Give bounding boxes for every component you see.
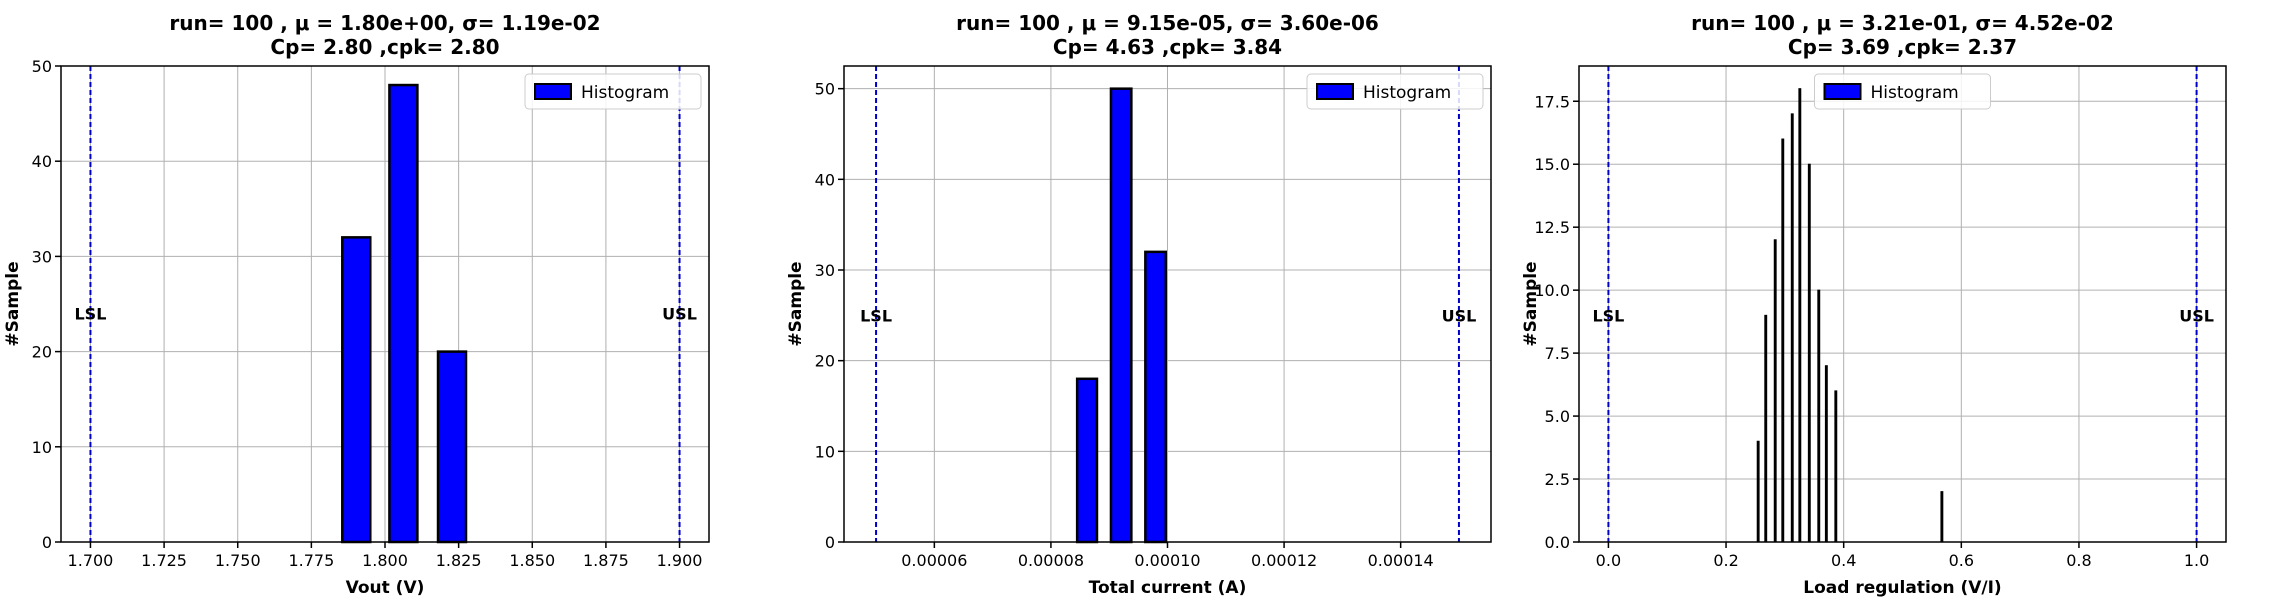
histogram-bar: [1144, 250, 1168, 544]
usl-label: USL: [662, 305, 697, 324]
legend-label: Histogram: [1363, 83, 1451, 103]
legend-box: [1814, 73, 1991, 110]
legend-label: Histogram: [1871, 83, 1959, 103]
y-tick-label: 0.0: [1545, 533, 1570, 552]
chart-title-line2: Cp= 3.69 ,cpk= 2.37: [1788, 35, 2017, 59]
chart-title-line1: run= 100 , μ = 3.21e-01, σ= 4.52e-02: [1691, 11, 2114, 35]
legend-label: Histogram: [581, 83, 669, 103]
legend: Histogram: [524, 73, 702, 110]
usl-label: USL: [1442, 306, 1477, 325]
histogram-bar: [1817, 289, 1821, 543]
x-tick-label: 0.4: [1831, 551, 1856, 570]
x-tick-label: 0.6: [1949, 551, 1974, 570]
histogram-bar: [341, 236, 372, 544]
y-tick-label: 10: [815, 442, 835, 461]
lsl-label: LSL: [74, 305, 106, 324]
legend-swatch: [1316, 83, 1354, 100]
legend-box: [1306, 73, 1484, 110]
x-tick-label: 1.850: [509, 551, 555, 570]
x-axis-label: Load regulation (V/I): [1803, 578, 2001, 598]
x-tick-label: 0.00012: [1251, 551, 1317, 570]
x-tick-label: 1.725: [141, 551, 187, 570]
y-tick-label: 40: [815, 170, 835, 189]
y-tick-label: 12.5: [1534, 218, 1570, 237]
chart-1: run= 100 , μ = 1.80e+00, σ= 1.19e-02Cp= …: [3, 11, 710, 598]
y-axis-label: #Sample: [3, 261, 23, 346]
chart-3: run= 100 , μ = 3.21e-01, σ= 4.52e-02Cp= …: [1521, 11, 2227, 598]
y-tick-label: 40: [32, 152, 52, 171]
histogram-bar: [1075, 377, 1099, 544]
x-tick-label: 0.00006: [901, 551, 967, 570]
chart-2: run= 100 , μ = 9.15e-05, σ= 3.60e-06Cp= …: [786, 11, 1492, 598]
x-tick-label: 0.0: [1596, 551, 1621, 570]
y-tick-label: 0: [42, 533, 52, 552]
histogram-bar: [1764, 314, 1768, 543]
y-tick-label: 20: [815, 352, 835, 371]
x-tick-label: 0.2: [1713, 551, 1738, 570]
x-tick-label: 1.825: [436, 551, 482, 570]
histogram-bar: [1790, 113, 1794, 543]
histogram-bar: [1807, 163, 1811, 543]
y-tick-label: 10.0: [1534, 281, 1570, 300]
y-tick-label: 50: [815, 80, 835, 99]
y-tick-label: 7.5: [1545, 344, 1570, 363]
x-axis-label: Total current (A): [1089, 578, 1247, 598]
histogram-bar: [1824, 365, 1828, 543]
y-tick-label: 15.0: [1534, 155, 1570, 174]
y-tick-label: 5.0: [1545, 407, 1570, 426]
histogram-bar: [1781, 138, 1785, 543]
x-axis-label: Vout (V): [346, 578, 425, 598]
histogram-bar: [1834, 390, 1838, 543]
legend: Histogram: [1814, 73, 1991, 110]
legend-swatch: [534, 83, 572, 100]
chart-title-line1: run= 100 , μ = 1.80e+00, σ= 1.19e-02: [169, 11, 600, 35]
chart-title-line1: run= 100 , μ = 9.15e-05, σ= 3.60e-06: [956, 11, 1379, 35]
y-tick-label: 0: [825, 533, 835, 552]
y-tick-label: 30: [815, 261, 835, 280]
lsl-label: LSL: [1592, 306, 1624, 325]
legend-swatch: [1823, 83, 1862, 100]
histogram-bar: [388, 83, 419, 544]
lsl-label: LSL: [860, 306, 892, 325]
y-tick-label: 20: [32, 343, 52, 362]
x-tick-label: 1.875: [583, 551, 629, 570]
y-axis-label: #Sample: [1521, 261, 1541, 346]
x-tick-label: 1.900: [657, 551, 703, 570]
y-tick-label: 50: [32, 57, 52, 76]
x-tick-label: 1.775: [288, 551, 334, 570]
histogram-bar: [436, 350, 468, 544]
y-tick-label: 2.5: [1545, 470, 1570, 489]
histogram-bar: [1940, 491, 1944, 543]
legend: Histogram: [1306, 73, 1484, 110]
chart-title-line2: Cp= 4.63 ,cpk= 3.84: [1053, 35, 1282, 59]
x-tick-label: 1.750: [215, 551, 261, 570]
x-tick-label: 1.700: [68, 551, 114, 570]
x-tick-label: 0.8: [2066, 551, 2091, 570]
axes-frame: [1578, 65, 2227, 543]
usl-label: USL: [2179, 306, 2214, 325]
x-tick-label: 1.800: [362, 551, 408, 570]
histogram-bar: [1756, 440, 1760, 543]
x-tick-label: 0.00014: [1368, 551, 1434, 570]
legend-box: [524, 73, 702, 110]
chart-title-line2: Cp= 2.80 ,cpk= 2.80: [270, 35, 499, 59]
histogram-bar: [1773, 239, 1777, 543]
y-tick-label: 30: [32, 247, 52, 266]
x-tick-label: 0.00008: [1018, 551, 1084, 570]
x-tick-label: 0.00010: [1134, 551, 1200, 570]
x-tick-label: 1.0: [2184, 551, 2209, 570]
y-axis-label: #Sample: [786, 261, 806, 346]
y-tick-label: 17.5: [1534, 92, 1570, 111]
histogram-bar: [1109, 87, 1133, 544]
histogram-bar: [1798, 88, 1802, 543]
y-tick-label: 10: [32, 438, 52, 457]
